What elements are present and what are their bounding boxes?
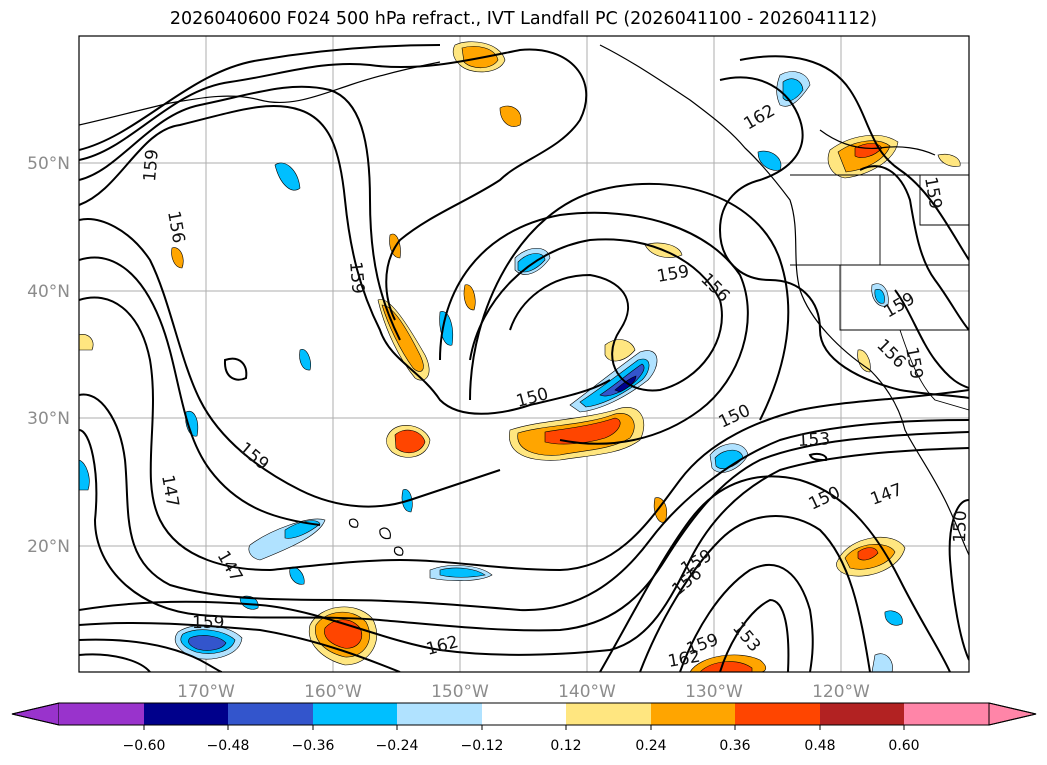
colorbar-tick-label: 0.36 xyxy=(719,738,750,754)
height-contours xyxy=(79,44,969,672)
latitude-labels: 50°N 40°N 30°N 20°N xyxy=(27,154,70,557)
colorbar-bin xyxy=(144,703,228,725)
colorbar-bin xyxy=(820,703,904,725)
colorbar-bin xyxy=(735,703,820,725)
map-frame xyxy=(78,35,970,673)
colorbar: −0.60 −0.48 −0.36 −0.24 −0.12 0.12 0.24 … xyxy=(11,702,1037,754)
colorbar-tick-label: −0.12 xyxy=(461,738,504,754)
lat-label-40n: 40°N xyxy=(27,282,70,302)
contour-label: 159 xyxy=(345,261,368,295)
coastlines xyxy=(79,44,969,556)
lon-label-160w: 160°W xyxy=(304,682,362,702)
colorbar-tick-label: 0.12 xyxy=(550,738,581,754)
lat-label-30n: 30°N xyxy=(27,409,70,429)
lat-label-50n: 50°N xyxy=(27,154,70,174)
lon-label-130w: 130°W xyxy=(685,682,743,702)
colorbar-bin xyxy=(228,703,313,725)
colorbar-tick-label: −0.60 xyxy=(123,738,166,754)
colorbar-tick-label: 0.48 xyxy=(804,738,835,754)
lon-label-120w: 120°W xyxy=(812,682,870,702)
lat-label-20n: 20°N xyxy=(27,537,70,557)
colorbar-bin xyxy=(313,703,397,725)
lon-label-170w: 170°W xyxy=(177,682,235,702)
colorbar-bin xyxy=(482,703,566,725)
colorbar-tick-label: −0.24 xyxy=(376,738,419,754)
contour-label: 153 xyxy=(797,429,830,451)
contour-label: 150 xyxy=(950,510,971,543)
lon-label-140w: 140°W xyxy=(558,682,616,702)
colorbar-tick-label: −0.48 xyxy=(207,738,250,754)
political-borders xyxy=(790,174,969,411)
colorbar-extend-left xyxy=(11,702,60,726)
contour-label: 159 xyxy=(192,613,224,633)
colorbar-bin xyxy=(397,703,482,725)
colorbar-bin xyxy=(59,703,144,725)
longitude-labels: 170°W 160°W 150°W 140°W 130°W 120°W xyxy=(177,682,870,702)
colorbar-tick-label: 0.24 xyxy=(635,738,666,754)
colorbar-bin xyxy=(566,703,651,725)
colorbar-bin xyxy=(904,703,989,725)
contour-label: 159 xyxy=(140,148,163,182)
colorbar-bin xyxy=(651,703,735,725)
colorbar-outline xyxy=(11,702,1037,726)
lon-label-150w: 150°W xyxy=(431,682,489,702)
colorbar-extend-right xyxy=(988,702,1037,726)
colorbar-tick-label: 0.60 xyxy=(888,738,919,754)
map-title: 2026040600 F024 500 hPa refract., IVT La… xyxy=(169,9,878,29)
map-background xyxy=(79,36,969,672)
colorbar-tick-label: −0.36 xyxy=(292,738,335,754)
